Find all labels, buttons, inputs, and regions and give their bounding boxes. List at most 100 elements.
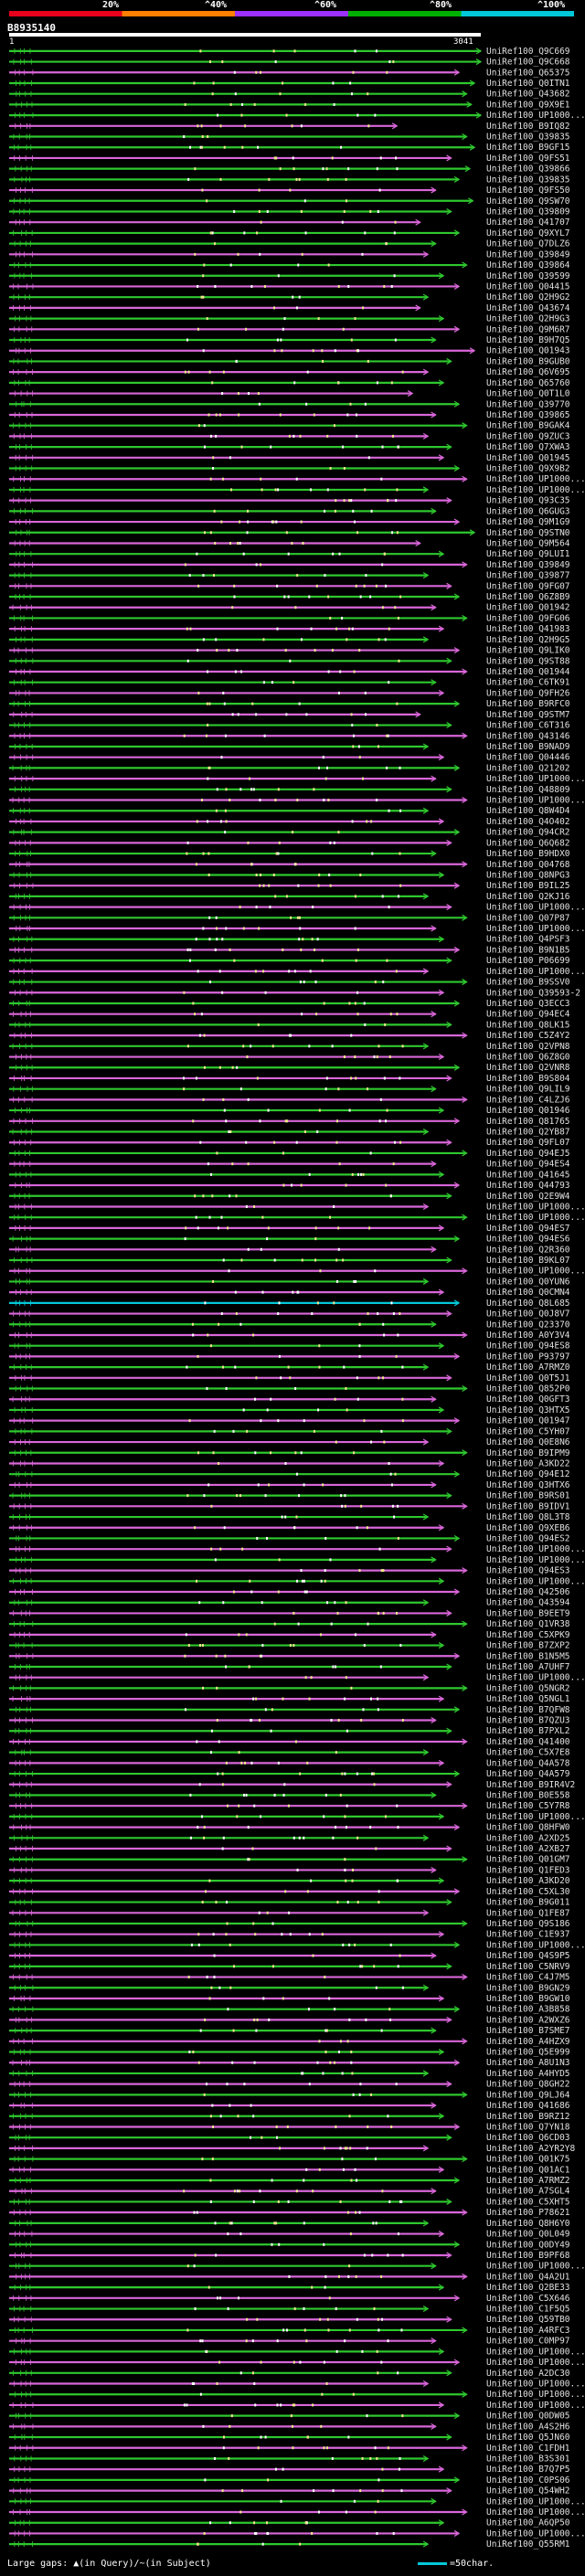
hit-label[interactable]: UniRef100_Q6Z8B9	[486, 592, 570, 602]
hit-label[interactable]: UniRef100_B9RZ12	[486, 2112, 570, 2122]
hit-label[interactable]: UniRef100_Q65760	[486, 378, 570, 388]
hit-label[interactable]: UniRef100_UP1000...	[486, 2496, 585, 2507]
hit-label[interactable]: UniRef100_A8U1N3	[486, 2058, 570, 2068]
hit-label[interactable]: UniRef100_Q4S9P5	[486, 1951, 570, 1961]
hit-label[interactable]: UniRef100_C5X7E8	[486, 1748, 570, 1758]
hit-label[interactable]: UniRef100_Q9FG07	[486, 581, 570, 591]
hit-label[interactable]: UniRef100_UP1000...	[486, 2401, 585, 2411]
hit-label[interactable]: UniRef100_Q5NGL1	[486, 1694, 570, 1704]
hit-label[interactable]: UniRef100_Q94EJ5	[486, 1149, 570, 1159]
hit-label[interactable]: UniRef100_Q42506	[486, 1587, 570, 1597]
hit-label[interactable]: UniRef100_Q94CR2	[486, 828, 570, 838]
hit-label[interactable]: UniRef100_B7PXL2	[486, 1726, 570, 1736]
hit-label[interactable]: UniRef100_Q39770	[486, 399, 570, 409]
hit-label[interactable]: UniRef100_B9IDV1	[486, 1501, 570, 1511]
hit-label[interactable]: UniRef100_A2XD25	[486, 1833, 570, 1843]
hit-label[interactable]: UniRef100_UP1000...	[486, 2390, 585, 2400]
hit-label[interactable]: UniRef100_Q39877	[486, 571, 570, 581]
hit-label[interactable]: UniRef100_Q6V695	[486, 367, 570, 377]
hit-label[interactable]: UniRef100_B9H7Q5	[486, 335, 570, 345]
hit-label[interactable]: UniRef100_B7SME7	[486, 2026, 570, 2036]
hit-label[interactable]: UniRef100_Q7DLZ6	[486, 239, 570, 249]
hit-label[interactable]: UniRef100_Q9LIL9	[486, 1085, 570, 1095]
hit-label[interactable]: UniRef100_Q39835	[486, 133, 570, 143]
hit-label[interactable]: UniRef100_Q01947	[486, 1416, 570, 1426]
hit-label[interactable]: UniRef100_Q9C668	[486, 58, 570, 68]
hit-label[interactable]: UniRef100_Q9STN0	[486, 528, 570, 538]
hit-label[interactable]: UniRef100_B9S804	[486, 1074, 570, 1084]
hit-label[interactable]: UniRef100_A3B858	[486, 2005, 570, 2015]
hit-label[interactable]: UniRef100_UP1000...	[486, 2507, 585, 2518]
hit-label[interactable]: UniRef100_Q2KJ16	[486, 892, 570, 902]
hit-label[interactable]: UniRef100_Q39593-2	[486, 988, 580, 998]
hit-label[interactable]: UniRef100_UP1000...	[486, 2358, 585, 2368]
hit-label[interactable]: UniRef100_B0E558	[486, 1790, 570, 1800]
hit-label[interactable]: UniRef100_A4HZX9	[486, 2037, 570, 2047]
hit-label[interactable]: UniRef100_UP1000...	[486, 924, 585, 934]
hit-label[interactable]: UniRef100_A2WXZ6	[486, 2015, 570, 2025]
hit-label[interactable]: UniRef100_Q94EC4	[486, 1010, 570, 1020]
hit-label[interactable]: UniRef100_Q94ES7	[486, 1224, 570, 1234]
hit-label[interactable]: UniRef100_B9RS01	[486, 1491, 570, 1501]
hit-label[interactable]: UniRef100_Q94E12	[486, 1469, 570, 1479]
hit-label[interactable]: UniRef100_C4J7M5	[486, 1973, 570, 1983]
hit-label[interactable]: UniRef100_C6TK91	[486, 678, 570, 688]
hit-label[interactable]: UniRef100_Q9C669	[486, 47, 570, 57]
hit-label[interactable]: UniRef100_C4LZJ6	[486, 1095, 570, 1105]
hit-label[interactable]: UniRef100_Q4A579	[486, 1769, 570, 1779]
hit-label[interactable]: UniRef100_UP1000...	[486, 1267, 585, 1277]
hit-label[interactable]: UniRef100_C6T316	[486, 721, 570, 731]
hit-label[interactable]: UniRef100_UP1000...	[486, 774, 585, 784]
hit-label[interactable]: UniRef100_A3KD20	[486, 1876, 570, 1886]
hit-label[interactable]: UniRef100_UP1000...	[486, 1544, 585, 1554]
hit-label[interactable]: UniRef100_Q01945	[486, 453, 570, 463]
hit-label[interactable]: UniRef100_C1E937	[486, 1930, 570, 1940]
hit-label[interactable]: UniRef100_UP1000...	[486, 485, 585, 495]
hit-label[interactable]: UniRef100_UP1000...	[486, 474, 585, 484]
hit-label[interactable]: UniRef100_A4S2H6	[486, 2422, 570, 2432]
hit-label[interactable]: UniRef100_Q07P87	[486, 913, 570, 923]
hit-label[interactable]: UniRef100_C5XPK9	[486, 1630, 570, 1640]
hit-label[interactable]: UniRef100_Q0CMN4	[486, 1288, 570, 1298]
hit-label[interactable]: UniRef100_Q39865	[486, 410, 570, 420]
hit-label[interactable]: UniRef100_Q65375	[486, 68, 570, 78]
hit-label[interactable]: UniRef100_Q44793	[486, 1181, 570, 1191]
hit-label[interactable]: UniRef100_Q41983	[486, 624, 570, 634]
hit-label[interactable]: UniRef100_C5Z4Y2	[486, 1031, 570, 1041]
hit-label[interactable]: UniRef100_Q9FH26	[486, 688, 570, 698]
hit-label[interactable]: UniRef100_Q94ES8	[486, 1341, 570, 1352]
hit-label[interactable]: UniRef100_Q43594	[486, 1598, 570, 1608]
hit-label[interactable]: UniRef100_UP1000...	[486, 1576, 585, 1586]
hit-label[interactable]: UniRef100_Q4O402	[486, 817, 570, 827]
hit-label[interactable]: UniRef100_B7QZU3	[486, 1716, 570, 1726]
hit-label[interactable]: UniRef100_UP1000...	[486, 2528, 585, 2539]
hit-label[interactable]: UniRef100_UP1000...	[486, 1555, 585, 1565]
hit-label[interactable]: UniRef100_Q4A2U1	[486, 2272, 570, 2282]
hit-label[interactable]: UniRef100_A2DC30	[486, 2369, 570, 2379]
hit-label[interactable]: UniRef100_B9IL25	[486, 881, 570, 891]
hit-label[interactable]: UniRef100_Q94ES4	[486, 1160, 570, 1170]
hit-label[interactable]: UniRef100_Q6GUG3	[486, 506, 570, 516]
hit-label[interactable]: UniRef100_Q2H9G3	[486, 314, 570, 324]
hit-label[interactable]: UniRef100_Q1FED3	[486, 1865, 570, 1875]
hit-label[interactable]: UniRef100_Q9SW70	[486, 196, 570, 207]
hit-label[interactable]: UniRef100_B9GAK4	[486, 421, 570, 431]
hit-label[interactable]: UniRef100_Q8NPG3	[486, 870, 570, 880]
hit-label[interactable]: UniRef100_C5XHT5	[486, 2197, 570, 2207]
hit-label[interactable]: UniRef100_B9NAD9	[486, 742, 570, 752]
hit-label[interactable]: UniRef100_UP1000...	[486, 1812, 585, 1822]
hit-label[interactable]: UniRef100_C0MP97	[486, 2337, 570, 2347]
hit-label[interactable]: UniRef100_Q39809	[486, 207, 570, 217]
hit-label[interactable]: UniRef100_B9GN29	[486, 1983, 570, 1993]
hit-label[interactable]: UniRef100_Q55RM1	[486, 2539, 570, 2549]
hit-label[interactable]: UniRef100_Q7XWA3	[486, 442, 570, 452]
hit-label[interactable]: UniRef100_A2YR2Y8	[486, 2144, 576, 2154]
hit-label[interactable]: UniRef100_B9N1B5	[486, 945, 570, 955]
hit-label[interactable]: UniRef100_UP1000...	[486, 2380, 585, 2390]
hit-label[interactable]: UniRef100_Q81765	[486, 1117, 570, 1127]
hit-label[interactable]: UniRef100_Q6Q682	[486, 838, 570, 848]
hit-label[interactable]: UniRef100_B9IPM9	[486, 1448, 570, 1458]
hit-label[interactable]: UniRef100_Q39849	[486, 249, 570, 260]
hit-label[interactable]: UniRef100_B9IQ82	[486, 122, 570, 132]
hit-label[interactable]: UniRef100_B9SSV0	[486, 978, 570, 988]
